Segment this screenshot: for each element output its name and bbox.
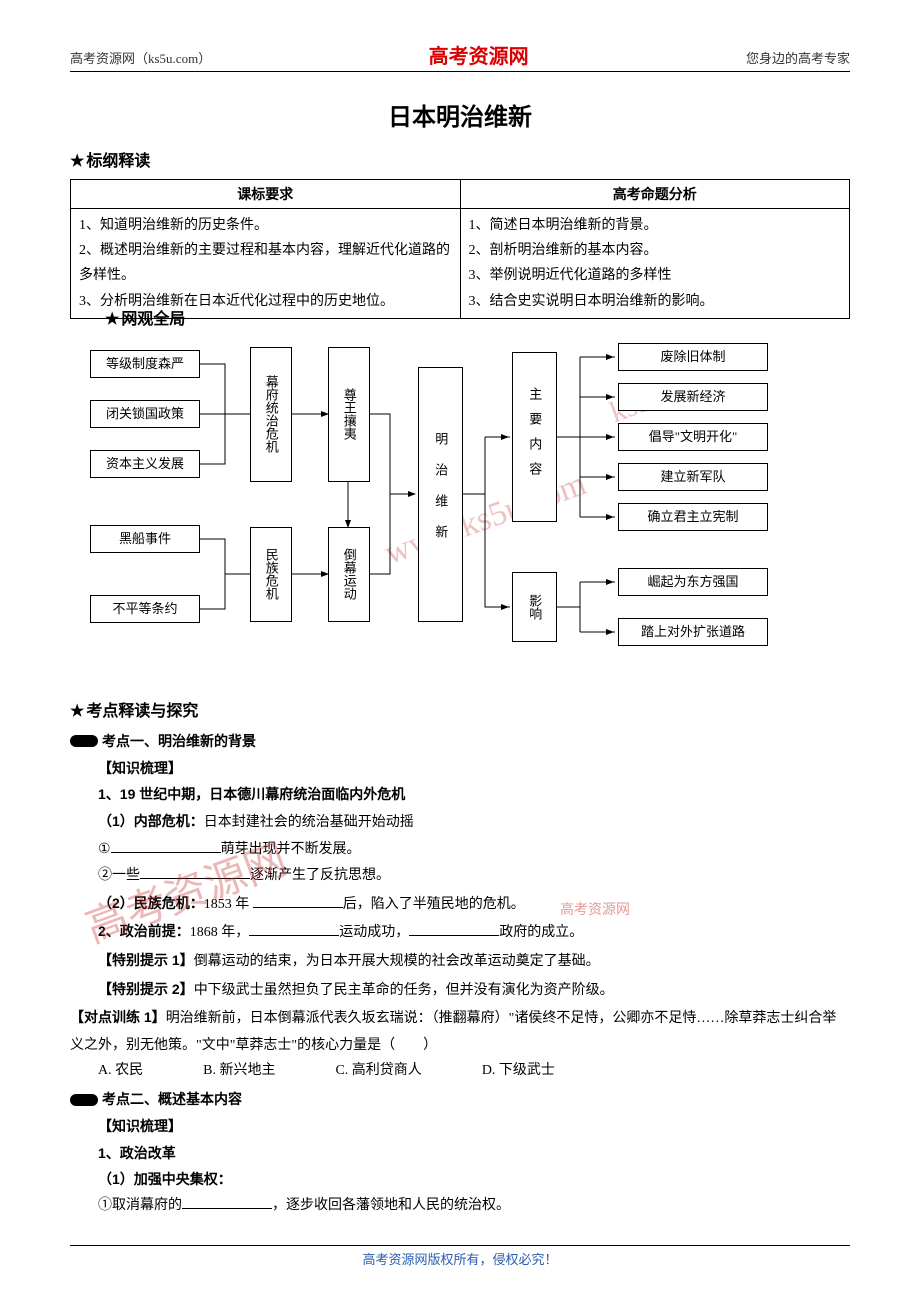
flow-box: 踏上对外扩张道路 [618,618,768,646]
page-header: 高考资源网（ks5u.com） 高考资源网 您身边的高考专家 [70,40,850,72]
table-header-1: 课标要求 [71,180,461,209]
flow-box: 废除旧体制 [618,343,768,371]
exercise-1: 【对点训练 1】明治维新前，日本倒幕派代表久坂玄瑞说：（推翻幕府）"诸侯终不足恃… [70,1004,850,1059]
kaodian-2-title: 考点二、概述基本内容 [70,1089,850,1109]
flow-box: 建立新军队 [618,463,768,491]
standards-table: 课标要求 高考命题分析 1、知道明治维新的历史条件。 2、概述明治维新的主要过程… [70,179,850,319]
table-cell-left: 1、知道明治维新的历史条件。 2、概述明治维新的主要过程和基本内容，理解近代化道… [71,209,461,319]
flow-box: 倡导"文明开化" [618,423,768,451]
point-1a: （1）内部危机：日本封建社会的统治基础开始动摇 [70,808,850,837]
flow-box: 主要内容 [512,352,557,522]
tip-1: 【特别提示 1】倒幕运动的结束，为日本开展大规模的社会改革运动奠定了基础。 [70,947,850,976]
option-a[interactable]: A. 农民 [98,1059,143,1079]
flow-box: 幕府统治危机 [250,347,292,482]
flow-box: 明治维新 [418,367,463,622]
option-b[interactable]: B. 新兴地主 [203,1059,275,1079]
point-1: 1、19 世纪中期，日本德川幕府统治面临内外危机 [70,781,850,808]
option-d[interactable]: D. 下级武士 [482,1059,555,1079]
flow-box: 黑船事件 [90,525,200,553]
point-3: 2、政治前提：1868 年，运动成功，政府的成立。 [70,918,850,947]
flowchart: 等级制度森严 闭关锁国政策 资本主义发展 黑船事件 不平等条约 幕府统治危机 民… [70,337,850,677]
header-left: 高考资源网（ks5u.com） [70,48,211,67]
tip-2: 【特别提示 2】中下级武士虽然担负了民主革命的任务，但并没有演化为资产阶级。 [70,976,850,1005]
document-title: 日本明治维新 [70,97,850,132]
table-header-2: 高考命题分析 [460,180,850,209]
point-1b: ①萌芽出现并不断发展。 [70,837,850,864]
header-right: 您身边的高考专家 [746,48,850,67]
kd2-point-1a: （1）加强中央集权： [70,1166,850,1193]
option-c[interactable]: C. 高利贷商人 [335,1059,421,1079]
table-cell-right: 1、简述日本明治维新的背景。 2、剖析明治维新的基本内容。 3、举例说明近代化道… [460,209,850,319]
flow-box: 确立君主立宪制 [618,503,768,531]
flow-box: 崛起为东方强国 [618,568,768,596]
page-footer: 高考资源网版权所有，侵权必究！ [70,1245,850,1268]
flow-box: 发展新经济 [618,383,768,411]
kaodian-1-title: 考点一、明治维新的背景 [70,731,850,751]
knowledge-heading-2: 【知识梳理】 [70,1113,850,1140]
flow-box: 民族危机 [250,527,292,622]
flow-box: 不平等条约 [90,595,200,623]
knowledge-heading: 【知识梳理】 [70,755,850,782]
point-2a: （2）民族危机：1853 年 后，陷入了半殖民地的危机。 [70,890,850,919]
point-1c: ②一些逐渐产生了反抗思想。 [70,863,850,890]
section-1-heading: 标纲释读 [70,147,850,171]
flow-box: 闭关锁国政策 [90,400,200,428]
flow-box: 影响 [512,572,557,642]
kd2-point-1b: ①取消幕府的，逐步收回各藩领地和人民的统治权。 [70,1193,850,1220]
watermark-small: 高考资源网 [560,899,630,919]
header-center: 高考资源网 [429,40,529,69]
flow-box: 资本主义发展 [90,450,200,478]
flow-box: 倒幕运动 [328,527,370,622]
section-2-heading: 网观全局 [105,305,850,329]
flow-box: 等级制度森严 [90,350,200,378]
exercise-options: A. 农民 B. 新兴地主 C. 高利贷商人 D. 下级武士 [98,1059,850,1079]
kd2-point-1: 1、政治改革 [70,1140,850,1167]
section-3-heading: 考点释读与探究 [70,697,850,721]
flow-box: 尊王攘夷 [328,347,370,482]
